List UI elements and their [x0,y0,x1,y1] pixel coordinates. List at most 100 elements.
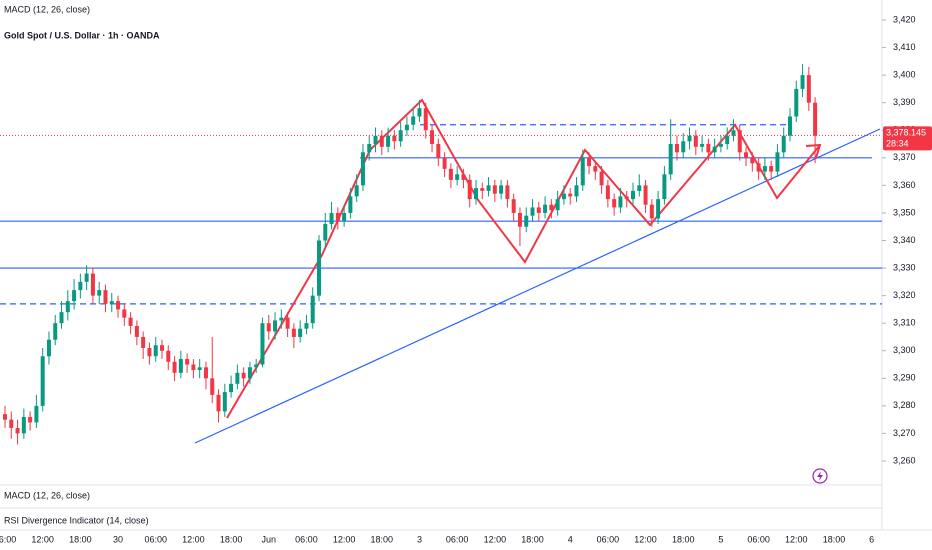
candle-body [103,290,108,304]
candle-body [486,185,491,191]
alert-icon[interactable] [812,468,828,484]
candle-body [40,356,45,406]
x-tick-label: 3 [417,534,422,544]
candle-body [122,309,127,318]
candle-body [442,157,447,169]
candle-body [455,174,460,180]
candle-body [756,163,761,172]
candle-body [285,317,290,329]
candle-body [386,135,391,147]
candle-body [147,347,152,357]
y-tick-label: 3,340 [893,235,916,245]
candle-body [65,301,70,313]
x-tick-label: 18:00 [69,534,92,544]
candle-body [524,215,529,227]
candle-body [631,190,635,200]
y-tick-label: 3,350 [893,207,916,217]
y-tick-label: 3,260 [893,455,916,465]
x-tick-label: 5 [718,534,723,544]
candle-body [681,141,686,153]
candle-body [59,312,64,324]
candle-body [298,328,303,337]
y-tick-label: 3,330 [893,262,916,272]
candle-body [618,196,623,208]
candle-body [185,359,190,365]
y-tick-label: 3,310 [893,318,916,328]
x-tick-label: 18:00 [672,534,695,544]
indicator-label: MACD (12, 26, close) [4,490,90,500]
candle-body [354,185,359,197]
y-tick-label: 3,270 [893,428,916,438]
x-tick-label: 18:00 [220,534,243,544]
candle-body [643,185,648,205]
candle-body [153,345,158,357]
candle-body [436,144,441,158]
y-tick-label: 3,370 [893,152,916,162]
x-tick-label: 06:00 [0,534,16,544]
x-tick-label: 06:00 [144,534,167,544]
candle-body [788,116,792,136]
candle-body [662,174,667,200]
candle-body [235,372,240,384]
candle-body [668,144,673,175]
x-tick-label: 18:00 [521,534,544,544]
candle-body [97,290,102,296]
countdown-label: 28:34 [886,139,909,149]
indicator-label: RSI Divergence Indicator (14, close) [4,515,149,525]
candle-body [134,325,139,337]
candle-body [561,193,566,200]
y-tick-label: 3,280 [893,400,916,410]
candle-body [254,364,259,368]
x-tick-label: 12:00 [634,534,657,544]
candle-body [46,339,51,357]
candle-body [203,367,208,379]
candle-body [323,223,328,241]
candle-body [781,135,786,153]
trend-line [194,128,881,444]
y-tick-label: 3,320 [893,290,916,300]
zigzag-drawing [226,98,821,419]
candle-body [656,199,661,219]
candle-body [21,416,26,434]
candle-body [398,130,403,142]
candle-body [291,328,296,337]
candle-body [109,301,114,304]
candle-body [568,193,573,197]
candle-body [530,207,535,216]
candle-body [480,188,485,191]
candle-body [373,135,378,145]
candle-body [9,419,14,428]
candle-body [430,130,435,145]
candle-body [718,144,723,147]
x-tick-label: 18:00 [371,534,394,544]
candle-body [84,273,89,282]
candle-body [448,168,453,180]
candle-body [511,199,516,213]
y-tick-label: 3,410 [893,42,916,52]
candle-body [90,273,95,296]
candle-body [605,185,610,200]
candle-body [762,166,767,172]
x-tick-label: 06:00 [747,534,770,544]
candle-body [737,130,742,153]
candle-body [423,108,428,131]
candle-body [348,196,353,213]
y-tick-label: 3,360 [893,180,916,190]
y-tick-label: 3,400 [893,70,916,80]
candle-body [116,301,121,310]
candle-body [744,152,749,158]
candle-body [800,75,805,89]
last-price-label: 3,378.145 [886,128,926,138]
candle-body [813,102,818,136]
candle-body [178,359,183,373]
candle-body [197,367,202,371]
candle-body [794,88,799,117]
candle-body [78,281,83,291]
candle-body [505,185,510,200]
candle-body [536,207,541,213]
candle-body [222,392,227,412]
candle-body [474,188,478,200]
candle-body [750,157,755,164]
